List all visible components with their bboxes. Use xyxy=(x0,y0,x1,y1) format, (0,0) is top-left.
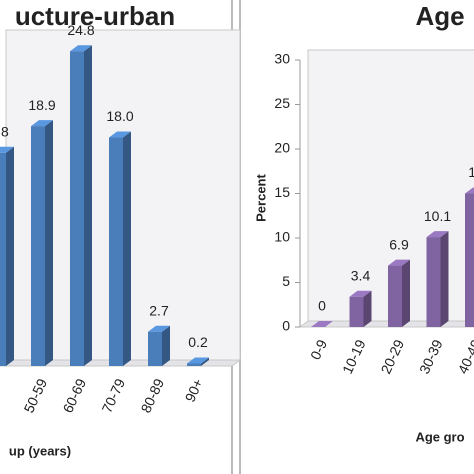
value-label: 6.9 xyxy=(389,236,409,252)
bar-top xyxy=(31,120,53,127)
bar-side xyxy=(201,357,209,366)
bar-side xyxy=(6,146,14,366)
bar-side xyxy=(123,131,131,366)
x-tick-label: 0-9 xyxy=(307,337,330,362)
bar xyxy=(109,137,123,366)
y-tick-label: 5 xyxy=(282,273,290,289)
bar-side xyxy=(45,120,53,366)
bar xyxy=(349,296,364,327)
bar xyxy=(31,126,45,366)
y-tick-label: 10 xyxy=(274,229,290,245)
x-axis-label: up (years) xyxy=(9,443,71,458)
y-axis-label: Percent xyxy=(253,173,268,221)
y-tick-label: 15 xyxy=(274,184,290,200)
bar-side xyxy=(162,325,170,366)
bar xyxy=(148,331,162,366)
value-label: 0.2 xyxy=(188,334,208,350)
value-label: 15 xyxy=(468,164,474,180)
y-tick-label: 20 xyxy=(274,140,290,156)
bar-side xyxy=(363,290,372,327)
bar-top xyxy=(349,290,372,297)
bar-top xyxy=(426,231,449,238)
bar-top xyxy=(70,45,92,52)
bar xyxy=(388,265,402,327)
bar xyxy=(70,51,84,366)
y-tick-label: 0 xyxy=(282,318,290,334)
value-label: 18.9 xyxy=(28,97,55,113)
bar xyxy=(426,237,441,327)
value-label: 2.7 xyxy=(149,302,169,318)
bar-top xyxy=(388,259,410,266)
value-label: 10.1 xyxy=(424,208,451,224)
chart-title: ucture-urban xyxy=(15,1,175,31)
bar xyxy=(0,152,6,366)
value-label: 3.4 xyxy=(351,267,371,283)
bar-top xyxy=(148,325,170,332)
bar-side xyxy=(440,231,449,327)
bar-top xyxy=(109,131,131,138)
bar-top xyxy=(187,357,209,364)
value-label: 0 xyxy=(318,298,326,314)
bar-side xyxy=(402,259,410,327)
value-label: .8 xyxy=(0,123,9,139)
y-tick-label: 30 xyxy=(274,51,290,67)
x-axis-label: Age gro xyxy=(415,429,464,444)
value-label: 18.0 xyxy=(106,108,133,124)
bar-side xyxy=(84,45,92,366)
y-tick-label: 25 xyxy=(274,95,290,111)
chart-title: Age xyxy=(415,1,464,31)
bar-top xyxy=(311,321,333,327)
bar-top xyxy=(465,187,474,194)
value-label: 24.8 xyxy=(67,22,94,38)
bar xyxy=(465,193,474,327)
bar xyxy=(187,363,201,366)
bar-top xyxy=(0,146,14,153)
